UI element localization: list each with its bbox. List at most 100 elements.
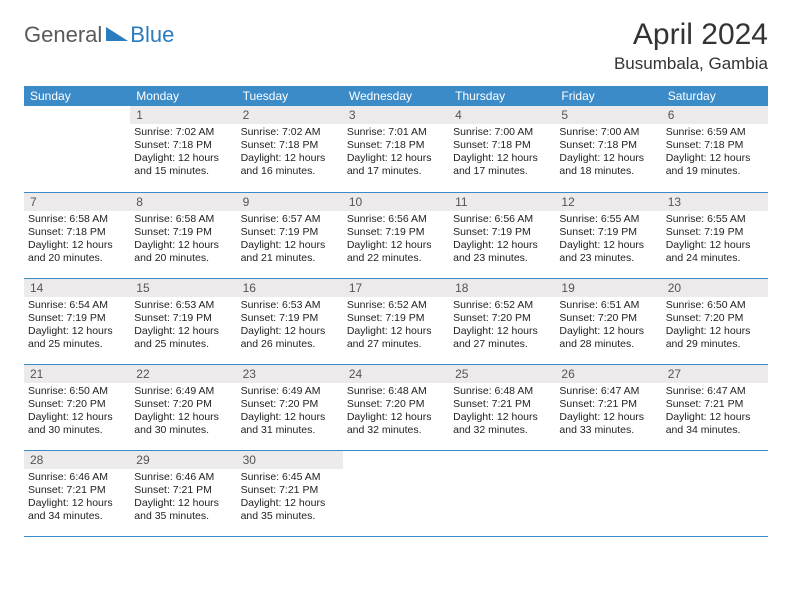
calendar-cell: 5Sunrise: 7:00 AMSunset: 7:18 PMDaylight… xyxy=(555,106,661,192)
calendar-cell: 11Sunrise: 6:56 AMSunset: 7:19 PMDayligh… xyxy=(449,192,555,278)
day-number: 17 xyxy=(343,279,449,297)
daylight-line2: and 20 minutes. xyxy=(134,252,232,265)
weekday-header: Friday xyxy=(555,86,661,106)
daylight-line1: Daylight: 12 hours xyxy=(666,411,764,424)
daylight-line2: and 35 minutes. xyxy=(241,510,339,523)
day-details: Sunrise: 7:01 AMSunset: 7:18 PMDaylight:… xyxy=(343,124,449,183)
day-details: Sunrise: 6:56 AMSunset: 7:19 PMDaylight:… xyxy=(449,211,555,270)
sunset-text: Sunset: 7:19 PM xyxy=(134,312,232,325)
daylight-line2: and 34 minutes. xyxy=(666,424,764,437)
day-number: 9 xyxy=(237,193,343,211)
day-details: Sunrise: 6:59 AMSunset: 7:18 PMDaylight:… xyxy=(662,124,768,183)
daylight-line1: Daylight: 12 hours xyxy=(28,411,126,424)
day-number: 20 xyxy=(662,279,768,297)
daylight-line2: and 25 minutes. xyxy=(134,338,232,351)
calendar-body: 1Sunrise: 7:02 AMSunset: 7:18 PMDaylight… xyxy=(24,106,768,536)
weekday-header-row: Sunday Monday Tuesday Wednesday Thursday… xyxy=(24,86,768,106)
calendar-cell: 27Sunrise: 6:47 AMSunset: 7:21 PMDayligh… xyxy=(662,364,768,450)
daylight-line1: Daylight: 12 hours xyxy=(241,152,339,165)
daylight-line2: and 31 minutes. xyxy=(241,424,339,437)
day-details: Sunrise: 6:50 AMSunset: 7:20 PMDaylight:… xyxy=(662,297,768,356)
logo-text-general: General xyxy=(24,22,102,48)
day-details: Sunrise: 6:52 AMSunset: 7:19 PMDaylight:… xyxy=(343,297,449,356)
weekday-header: Wednesday xyxy=(343,86,449,106)
daylight-line2: and 32 minutes. xyxy=(347,424,445,437)
day-number: 15 xyxy=(130,279,236,297)
day-details: Sunrise: 6:52 AMSunset: 7:20 PMDaylight:… xyxy=(449,297,555,356)
day-number: 13 xyxy=(662,193,768,211)
sunrise-text: Sunrise: 6:46 AM xyxy=(28,471,126,484)
logo: General Blue xyxy=(24,18,174,48)
sunset-text: Sunset: 7:20 PM xyxy=(559,312,657,325)
calendar-cell: 14Sunrise: 6:54 AMSunset: 7:19 PMDayligh… xyxy=(24,278,130,364)
daylight-line1: Daylight: 12 hours xyxy=(453,411,551,424)
daylight-line1: Daylight: 12 hours xyxy=(559,152,657,165)
day-number: 16 xyxy=(237,279,343,297)
daylight-line2: and 29 minutes. xyxy=(666,338,764,351)
sunrise-text: Sunrise: 7:01 AM xyxy=(347,126,445,139)
day-number: 19 xyxy=(555,279,661,297)
day-number: 24 xyxy=(343,365,449,383)
calendar-cell: 22Sunrise: 6:49 AMSunset: 7:20 PMDayligh… xyxy=(130,364,236,450)
daylight-line2: and 21 minutes. xyxy=(241,252,339,265)
sunset-text: Sunset: 7:19 PM xyxy=(241,312,339,325)
day-number: 1 xyxy=(130,106,236,124)
sunrise-text: Sunrise: 6:55 AM xyxy=(666,213,764,226)
sunrise-text: Sunrise: 7:02 AM xyxy=(241,126,339,139)
day-number: 18 xyxy=(449,279,555,297)
calendar-cell xyxy=(662,450,768,536)
day-number: 4 xyxy=(449,106,555,124)
calendar-row: 7Sunrise: 6:58 AMSunset: 7:18 PMDaylight… xyxy=(24,192,768,278)
day-number: 14 xyxy=(24,279,130,297)
weekday-header: Saturday xyxy=(662,86,768,106)
day-number: 29 xyxy=(130,451,236,469)
day-details: Sunrise: 6:46 AMSunset: 7:21 PMDaylight:… xyxy=(130,469,236,528)
day-number: 26 xyxy=(555,365,661,383)
calendar-cell: 12Sunrise: 6:55 AMSunset: 7:19 PMDayligh… xyxy=(555,192,661,278)
sunset-text: Sunset: 7:18 PM xyxy=(666,139,764,152)
daylight-line1: Daylight: 12 hours xyxy=(241,411,339,424)
calendar-cell xyxy=(555,450,661,536)
calendar-cell: 30Sunrise: 6:45 AMSunset: 7:21 PMDayligh… xyxy=(237,450,343,536)
day-details: Sunrise: 6:53 AMSunset: 7:19 PMDaylight:… xyxy=(130,297,236,356)
logo-text-blue: Blue xyxy=(130,22,174,48)
calendar-cell: 2Sunrise: 7:02 AMSunset: 7:18 PMDaylight… xyxy=(237,106,343,192)
daylight-line1: Daylight: 12 hours xyxy=(666,152,764,165)
calendar-row: 14Sunrise: 6:54 AMSunset: 7:19 PMDayligh… xyxy=(24,278,768,364)
sunset-text: Sunset: 7:19 PM xyxy=(666,226,764,239)
sunrise-text: Sunrise: 6:48 AM xyxy=(453,385,551,398)
day-number: 28 xyxy=(24,451,130,469)
sunrise-text: Sunrise: 6:47 AM xyxy=(666,385,764,398)
day-details: Sunrise: 6:55 AMSunset: 7:19 PMDaylight:… xyxy=(555,211,661,270)
daylight-line2: and 17 minutes. xyxy=(347,165,445,178)
day-number: 8 xyxy=(130,193,236,211)
calendar-cell: 20Sunrise: 6:50 AMSunset: 7:20 PMDayligh… xyxy=(662,278,768,364)
weekday-header: Tuesday xyxy=(237,86,343,106)
calendar-cell: 25Sunrise: 6:48 AMSunset: 7:21 PMDayligh… xyxy=(449,364,555,450)
sunset-text: Sunset: 7:20 PM xyxy=(347,398,445,411)
sunrise-text: Sunrise: 6:53 AM xyxy=(241,299,339,312)
sunset-text: Sunset: 7:20 PM xyxy=(666,312,764,325)
sunrise-text: Sunrise: 6:59 AM xyxy=(666,126,764,139)
calendar-cell: 15Sunrise: 6:53 AMSunset: 7:19 PMDayligh… xyxy=(130,278,236,364)
sunset-text: Sunset: 7:21 PM xyxy=(134,484,232,497)
daylight-line2: and 24 minutes. xyxy=(666,252,764,265)
day-number: 11 xyxy=(449,193,555,211)
daylight-line2: and 20 minutes. xyxy=(28,252,126,265)
daylight-line1: Daylight: 12 hours xyxy=(241,497,339,510)
sunset-text: Sunset: 7:18 PM xyxy=(241,139,339,152)
daylight-line1: Daylight: 12 hours xyxy=(347,325,445,338)
sunset-text: Sunset: 7:18 PM xyxy=(134,139,232,152)
daylight-line1: Daylight: 12 hours xyxy=(453,239,551,252)
daylight-line2: and 26 minutes. xyxy=(241,338,339,351)
sunset-text: Sunset: 7:19 PM xyxy=(347,312,445,325)
day-number: 7 xyxy=(24,193,130,211)
calendar-cell: 1Sunrise: 7:02 AMSunset: 7:18 PMDaylight… xyxy=(130,106,236,192)
daylight-line1: Daylight: 12 hours xyxy=(666,325,764,338)
calendar-cell: 17Sunrise: 6:52 AMSunset: 7:19 PMDayligh… xyxy=(343,278,449,364)
day-details: Sunrise: 7:02 AMSunset: 7:18 PMDaylight:… xyxy=(130,124,236,183)
calendar-cell: 7Sunrise: 6:58 AMSunset: 7:18 PMDaylight… xyxy=(24,192,130,278)
calendar-cell: 26Sunrise: 6:47 AMSunset: 7:21 PMDayligh… xyxy=(555,364,661,450)
sunrise-text: Sunrise: 6:50 AM xyxy=(28,385,126,398)
daylight-line1: Daylight: 12 hours xyxy=(559,411,657,424)
